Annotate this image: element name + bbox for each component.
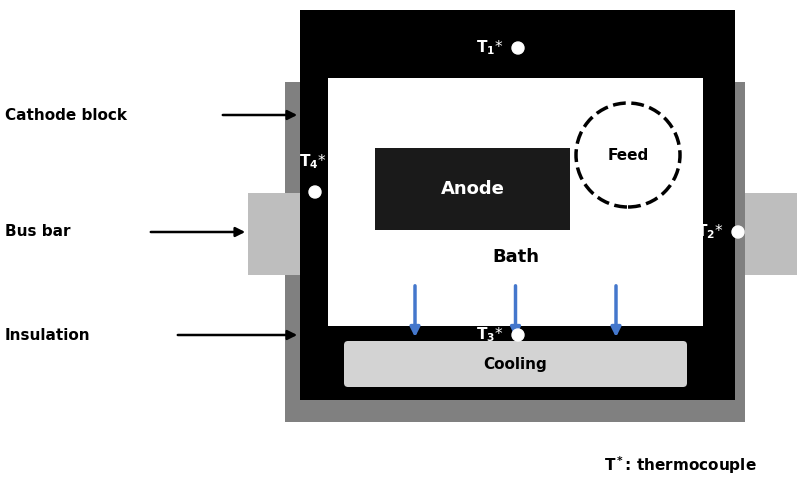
- FancyBboxPatch shape: [328, 78, 703, 326]
- Text: Bus bar: Bus bar: [5, 224, 70, 240]
- Text: $\mathbf{T_1}$*: $\mathbf{T_1}$*: [476, 39, 504, 58]
- FancyBboxPatch shape: [375, 148, 570, 230]
- FancyBboxPatch shape: [745, 193, 797, 275]
- Text: $\mathbf{T_4}$*: $\mathbf{T_4}$*: [299, 153, 326, 171]
- Circle shape: [309, 186, 321, 198]
- Text: $\mathbf{T^*}$: thermocouple: $\mathbf{T^*}$: thermocouple: [603, 454, 757, 476]
- Text: $\mathbf{T_3}$*: $\mathbf{T_3}$*: [476, 325, 504, 345]
- Text: Insulation: Insulation: [5, 327, 91, 343]
- Circle shape: [732, 226, 744, 238]
- FancyBboxPatch shape: [300, 10, 735, 400]
- Text: $\mathbf{T_2}$*: $\mathbf{T_2}$*: [696, 223, 724, 242]
- Circle shape: [512, 42, 524, 54]
- FancyBboxPatch shape: [285, 82, 745, 422]
- Text: Bath: Bath: [492, 247, 539, 265]
- Text: Anode: Anode: [441, 180, 505, 198]
- FancyBboxPatch shape: [344, 341, 687, 387]
- FancyBboxPatch shape: [248, 193, 300, 275]
- Text: Cooling: Cooling: [484, 357, 548, 371]
- Circle shape: [576, 103, 680, 207]
- Circle shape: [512, 329, 524, 341]
- Text: Feed: Feed: [608, 147, 649, 163]
- Text: Cathode block: Cathode block: [5, 107, 127, 122]
